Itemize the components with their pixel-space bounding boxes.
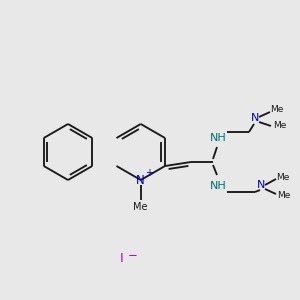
Text: Me: Me [273, 122, 287, 130]
Text: N: N [257, 180, 265, 190]
Text: NH: NH [210, 181, 226, 191]
Text: +: + [145, 168, 153, 178]
Text: −: − [128, 250, 138, 262]
Text: Me: Me [276, 172, 290, 182]
Text: NH: NH [210, 133, 226, 143]
Text: Me: Me [270, 106, 284, 115]
Text: N: N [251, 113, 259, 123]
Text: N: N [136, 173, 145, 187]
Text: Me: Me [277, 191, 291, 200]
Text: Me: Me [134, 202, 148, 212]
Text: I: I [120, 251, 124, 265]
